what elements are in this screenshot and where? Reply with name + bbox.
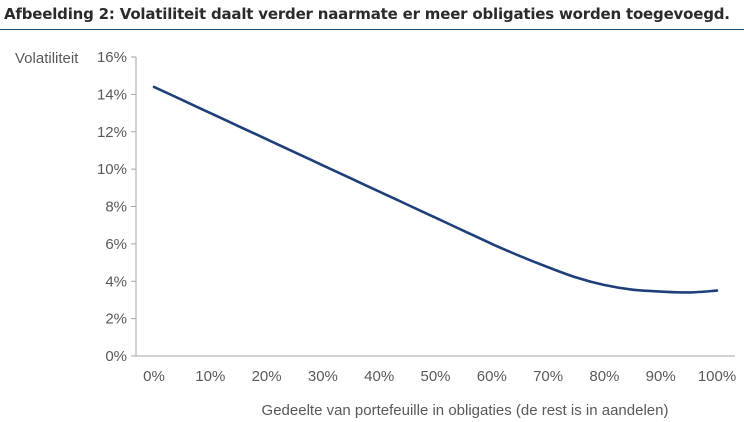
y-tick-label: 4%	[105, 273, 127, 290]
y-axis: 0% 2% 4% 6% 8% 10% 12% 14% 16%	[97, 49, 137, 365]
y-tick-label: 6%	[105, 236, 127, 253]
x-tick-label: 100%	[698, 368, 736, 385]
y-axis-label: Volatiliteit	[15, 50, 79, 67]
x-tick-label: 80%	[589, 368, 619, 385]
y-tick-label: 14%	[97, 86, 127, 103]
x-tick-label: 40%	[364, 368, 394, 385]
y-tick-label: 2%	[105, 311, 127, 328]
x-tick-label: 20%	[252, 368, 282, 385]
y-tick-label: 10%	[97, 161, 127, 178]
title-divider	[0, 29, 744, 30]
y-tick-label: 16%	[97, 49, 127, 66]
x-axis: 0% 10% 20% 30% 40% 50% 60% 70% 80% 90% 100%	[136, 355, 736, 385]
x-tick-label: 0%	[143, 368, 165, 385]
series-lines	[152, 85, 719, 294]
y-tick-label: 8%	[105, 199, 127, 216]
x-tick-label: 30%	[308, 368, 338, 385]
figure-title: Afbeelding 2: Volatiliteit daalt verder …	[4, 5, 730, 23]
x-tick-label: 60%	[477, 368, 507, 385]
x-tick-label: 50%	[420, 368, 450, 385]
series-line	[152, 85, 719, 294]
x-tick-label: 10%	[195, 368, 225, 385]
x-axis-label: Gedeelte van portefeuille in obligaties …	[262, 402, 669, 419]
y-tick-label: 12%	[97, 124, 127, 141]
x-tick-label: 70%	[533, 368, 563, 385]
x-tick-label: 90%	[646, 368, 676, 385]
y-tick-label: 0%	[105, 348, 127, 365]
